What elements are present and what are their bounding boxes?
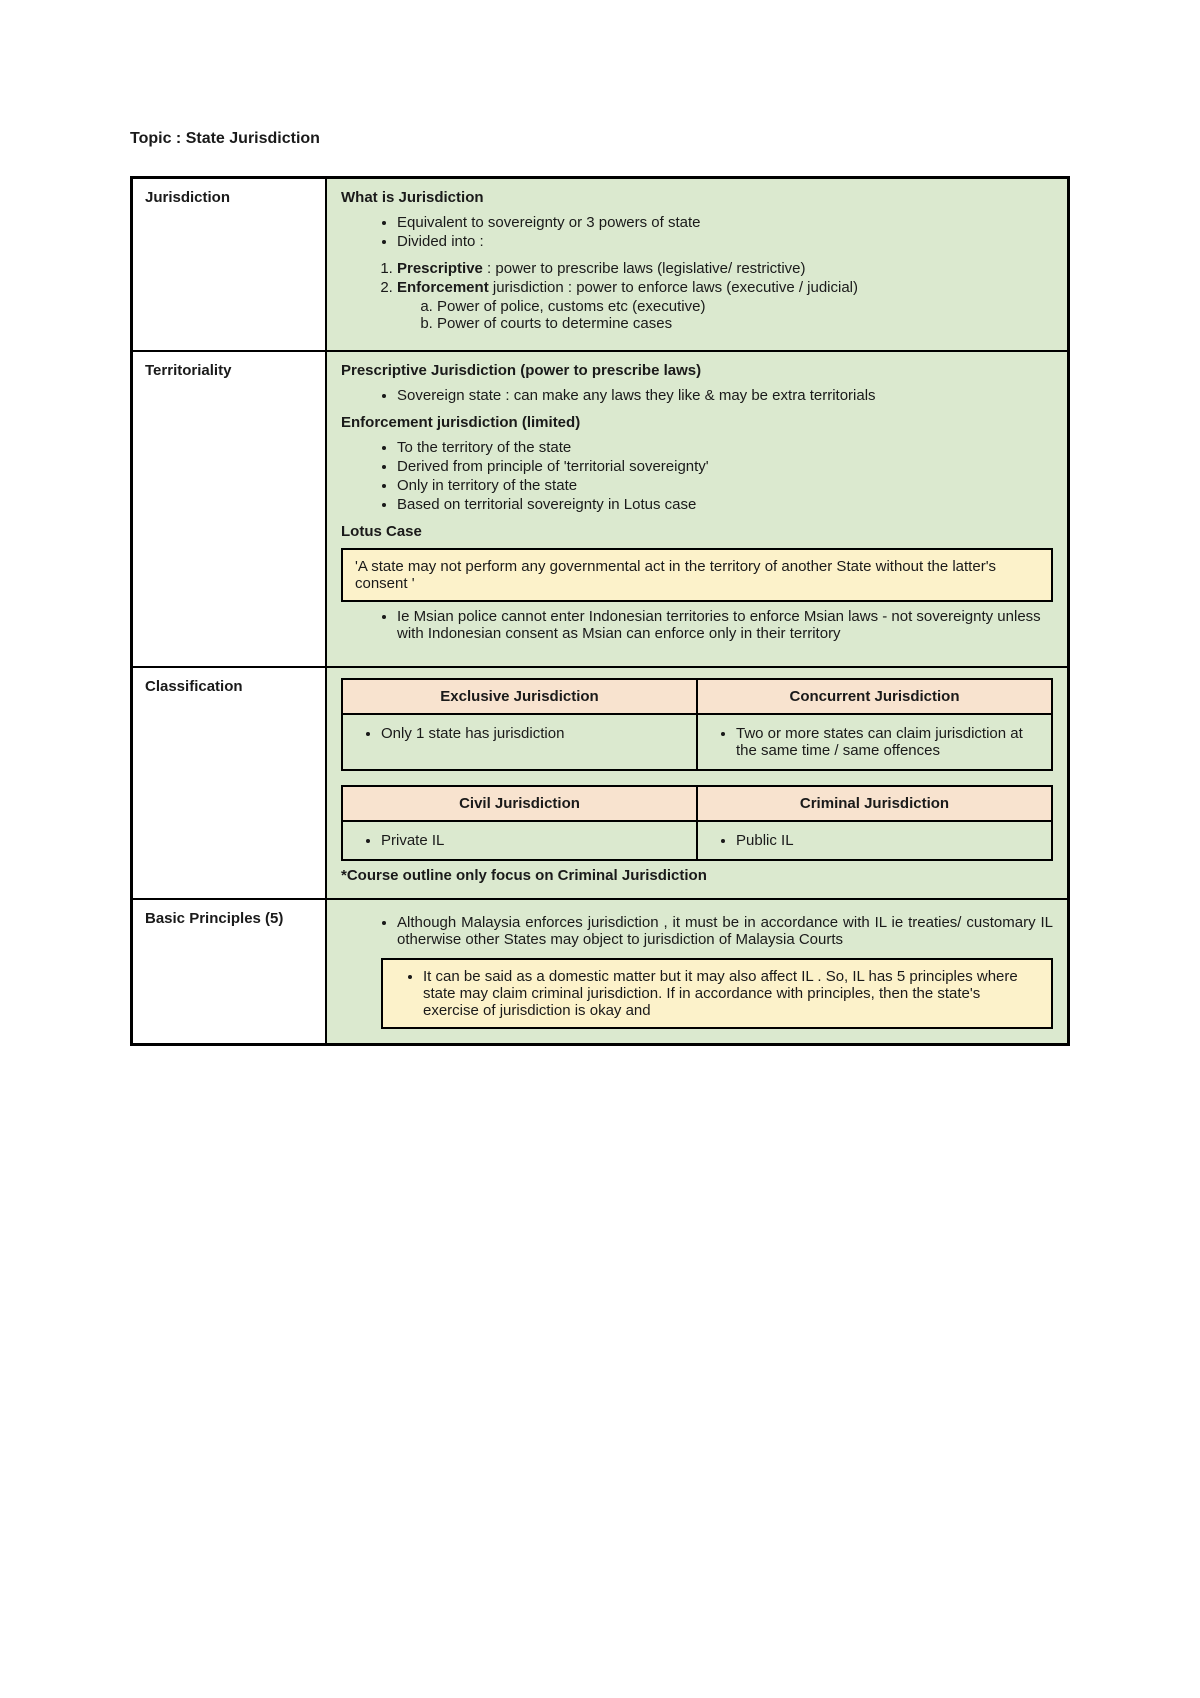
list-item: Only in territory of the state: [397, 477, 1053, 494]
list-item: Power of courts to determine cases: [437, 315, 1053, 332]
row-classification-content: Exclusive Jurisdiction Concurrent Jurisd…: [326, 667, 1069, 899]
list-item: Divided into :: [397, 233, 1053, 250]
bold-text: Enforcement: [397, 279, 489, 296]
main-table: Jurisdiction What is Jurisdiction Equiva…: [130, 176, 1070, 1046]
jurisdiction-heading: What is Jurisdiction: [341, 189, 1053, 206]
territoriality-h2-bullets: To the territory of the state Derived fr…: [341, 439, 1053, 513]
principles-quote: It can be said as a domestic matter but …: [381, 958, 1053, 1029]
t1-header-2: Concurrent Jurisdiction: [697, 679, 1052, 714]
classification-note: *Course outline only focus on Criminal J…: [341, 867, 1053, 884]
list-item: Two or more states can claim jurisdictio…: [736, 725, 1041, 759]
list-item: To the territory of the state: [397, 439, 1053, 456]
list-item: Power of police, customs etc (executive): [437, 298, 1053, 315]
classification-table-2: Civil Jurisdiction Criminal Jurisdiction…: [341, 785, 1053, 861]
t1-cell-2: Two or more states can claim jurisdictio…: [697, 714, 1052, 770]
list-item: Derived from principle of 'territorial s…: [397, 458, 1053, 475]
text: : power to prescribe laws (legislative/ …: [483, 260, 806, 277]
list-item: Although Malaysia enforces jurisdiction …: [397, 914, 1053, 948]
territoriality-h1-bullets: Sovereign state : can make any laws they…: [341, 387, 1053, 404]
row-jurisdiction-label: Jurisdiction: [132, 178, 327, 352]
territoriality-h2: Enforcement jurisdiction (limited): [341, 414, 1053, 431]
row-territoriality-label: Territoriality: [132, 351, 327, 667]
lotus-quote: 'A state may not perform any governmenta…: [341, 548, 1053, 602]
jurisdiction-bullets: Equivalent to sovereignty or 3 powers of…: [341, 214, 1053, 250]
t2-header-1: Civil Jurisdiction: [342, 786, 697, 821]
list-item: Private IL: [381, 832, 686, 849]
principles-bullets: Although Malaysia enforces jurisdiction …: [341, 914, 1053, 948]
classification-table-1: Exclusive Jurisdiction Concurrent Jurisd…: [341, 678, 1053, 771]
list-item: Public IL: [736, 832, 1041, 849]
t1-cell-1: Only 1 state has jurisdiction: [342, 714, 697, 770]
jurisdiction-alpha: Power of police, customs etc (executive)…: [397, 298, 1053, 332]
t2-cell-2: Public IL: [697, 821, 1052, 860]
row-principles-content: Although Malaysia enforces jurisdiction …: [326, 899, 1069, 1045]
row-classification: Classification Exclusive Jurisdiction Co…: [132, 667, 1069, 899]
t2-header-2: Criminal Jurisdiction: [697, 786, 1052, 821]
row-jurisdiction-content: What is Jurisdiction Equivalent to sover…: [326, 178, 1069, 352]
row-principles-label: Basic Principles (5): [132, 899, 327, 1045]
t1-header-1: Exclusive Jurisdiction: [342, 679, 697, 714]
jurisdiction-numbered: Prescriptive : power to prescribe laws (…: [341, 260, 1053, 332]
list-item: Prescriptive : power to prescribe laws (…: [397, 260, 1053, 277]
territoriality-h3: Lotus Case: [341, 523, 1053, 540]
page: Topic : State Jurisdiction Jurisdiction …: [0, 0, 1200, 1698]
list-item: Equivalent to sovereignty or 3 powers of…: [397, 214, 1053, 231]
territoriality-h1: Prescriptive Jurisdiction (power to pres…: [341, 362, 1053, 379]
topic-title: Topic : State Jurisdiction: [130, 130, 1070, 148]
list-item: Ie Msian police cannot enter Indonesian …: [397, 608, 1053, 642]
list-item: Only 1 state has jurisdiction: [381, 725, 686, 742]
row-jurisdiction: Jurisdiction What is Jurisdiction Equiva…: [132, 178, 1069, 352]
bold-text: Prescriptive: [397, 260, 483, 277]
t2-cell-1: Private IL: [342, 821, 697, 860]
row-territoriality-content: Prescriptive Jurisdiction (power to pres…: [326, 351, 1069, 667]
list-item: It can be said as a domestic matter but …: [423, 968, 1039, 1019]
list-item: Enforcement jurisdiction : power to enfo…: [397, 279, 1053, 332]
list-item: Sovereign state : can make any laws they…: [397, 387, 1053, 404]
row-territoriality: Territoriality Prescriptive Jurisdiction…: [132, 351, 1069, 667]
territoriality-after-bullets: Ie Msian police cannot enter Indonesian …: [341, 608, 1053, 642]
list-item: Based on territorial sovereignty in Lotu…: [397, 496, 1053, 513]
row-classification-label: Classification: [132, 667, 327, 899]
text: jurisdiction : power to enforce laws (ex…: [489, 279, 858, 296]
row-principles: Basic Principles (5) Although Malaysia e…: [132, 899, 1069, 1045]
